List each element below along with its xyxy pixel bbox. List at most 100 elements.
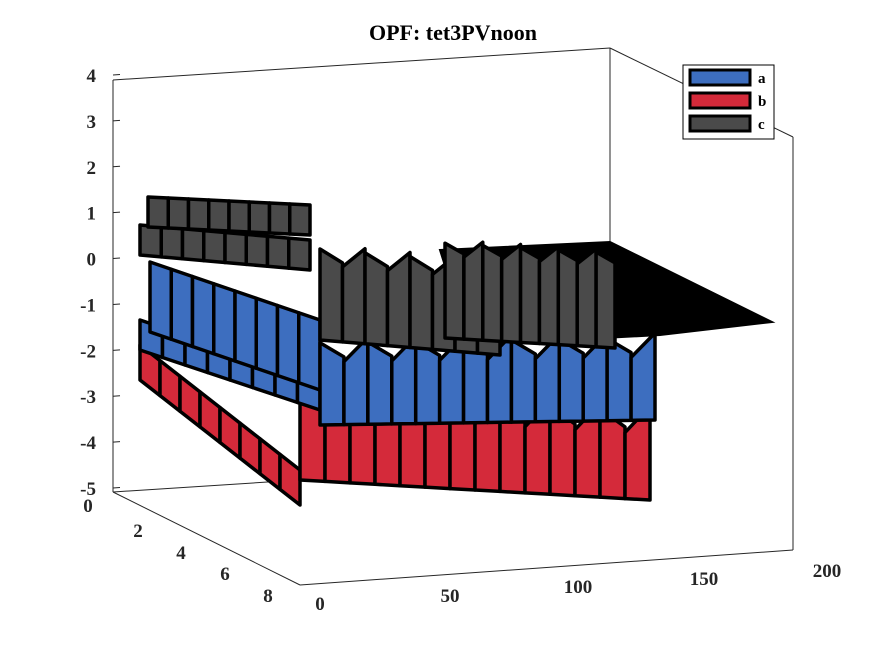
surface-a-cell (318, 341, 346, 427)
x-tick-label: 150 (690, 569, 719, 590)
surface-a-cell (342, 335, 370, 427)
z-tick-label: 0 (87, 250, 97, 271)
z-tick-label: 1 (87, 204, 97, 225)
surface-b-cell (198, 390, 222, 445)
y-tick-label: 0 (83, 496, 93, 517)
surface-b-cell (218, 405, 242, 460)
surface-a-cell (233, 289, 258, 370)
legend-label-a: a (758, 71, 766, 87)
surface-c-cell (462, 240, 485, 342)
surface-c-cell (481, 243, 504, 344)
legend-swatch-a (688, 68, 752, 87)
surface-c-cell (138, 223, 163, 259)
z-tick-label: -2 (80, 341, 96, 362)
surface-c-cell (594, 250, 617, 350)
surface-a-cell (275, 303, 301, 385)
z-tick-label: -1 (80, 295, 96, 316)
surface-c-cell (318, 247, 345, 344)
legend-swatch-c (688, 114, 752, 133)
surface-a-cell (366, 340, 394, 427)
z-tick-mark (112, 211, 121, 214)
surface-a-cell (509, 338, 538, 424)
z-tick-mark (112, 395, 121, 397)
z-tick-label: 2 (87, 158, 97, 179)
surface-c-cell (408, 254, 435, 352)
surface-c-cell (159, 225, 185, 261)
z-tick-mark (112, 487, 121, 489)
bottom-front-edge (299, 549, 794, 586)
chart-title: OPF: tet3PVnoon (369, 20, 537, 45)
z-tick-label: -4 (80, 433, 96, 454)
surface-c-cell (223, 230, 248, 267)
z-tick-label: -3 (80, 387, 96, 408)
back-top-edge (112, 47, 611, 81)
surface-c-cell (166, 196, 191, 231)
surface-a-cell (169, 267, 195, 349)
surface-c-cell (186, 197, 211, 232)
x-tick-label: 100 (564, 577, 593, 598)
z-tick-mark (112, 257, 121, 260)
surface-c-cell (247, 200, 272, 235)
surface-b-cell (238, 421, 262, 476)
x-tick-label: 50 (441, 586, 460, 607)
legend-label-c: c (758, 117, 765, 133)
surface-c-cell (556, 248, 579, 348)
x-tick-label: 200 (813, 561, 842, 582)
surface-c-cell (146, 195, 170, 230)
y-tick-label: 8 (263, 586, 273, 607)
x-tick-label: 0 (315, 594, 325, 615)
surface-c-cell (537, 244, 561, 347)
surface-c-cell (340, 247, 367, 346)
legend-swatch-b (688, 91, 752, 110)
surface-a-cell (605, 336, 633, 423)
z-tick-label: 4 (87, 66, 97, 87)
z-tick-mark (112, 74, 121, 76)
surface-b-cell (258, 437, 282, 492)
surface-c-cell (385, 250, 412, 350)
surfaces (138, 195, 776, 507)
z-tick-label: -5 (80, 479, 96, 500)
z-tick-mark (112, 119, 121, 122)
surface-a-cell (254, 296, 280, 378)
surface-c-cell (244, 232, 270, 268)
surface-b-cell (278, 452, 302, 507)
surface-c-cell (265, 234, 291, 270)
surface-a-cell (190, 274, 216, 356)
y-tick-label: 2 (133, 521, 143, 542)
surface-c-cell (443, 241, 466, 341)
surface-c-cell (518, 245, 542, 346)
z-tick-mark (112, 441, 121, 443)
axes-box (112, 47, 794, 586)
surface-a-cell (390, 334, 418, 426)
y-tick-label: 4 (176, 543, 186, 564)
surface-c-cell (288, 202, 312, 237)
surface-a-cell (629, 331, 657, 423)
surface-c-cell (287, 236, 312, 272)
surface-b-cell (158, 358, 182, 413)
surface-c-cell (575, 247, 598, 349)
z-tick-mark (112, 303, 121, 305)
surface-c-cell (180, 227, 206, 263)
z-tick-mark (112, 349, 121, 351)
bottom-left-edge (112, 491, 301, 586)
surface-a-cell (533, 332, 562, 424)
surface-a-cell (297, 311, 322, 392)
surface-c-cell (227, 199, 251, 234)
legend: abc (682, 64, 775, 140)
surface-b-cell (178, 374, 202, 429)
surface-a-cell (413, 339, 442, 426)
surface-c-cell (267, 201, 292, 236)
z-tick-label: 3 (87, 112, 97, 133)
surface-c-cell (363, 251, 390, 348)
z-tick-mark (112, 165, 121, 168)
surface-c-cell (207, 198, 231, 233)
surface-c-cell (202, 228, 227, 265)
surface-a-cell (557, 337, 585, 424)
surface-a-cell (148, 260, 173, 341)
surface-a-cell (212, 282, 237, 363)
legend-label-b: b (758, 94, 766, 110)
y-tick-label: 6 (220, 564, 230, 585)
surface-c-cell (499, 242, 523, 345)
